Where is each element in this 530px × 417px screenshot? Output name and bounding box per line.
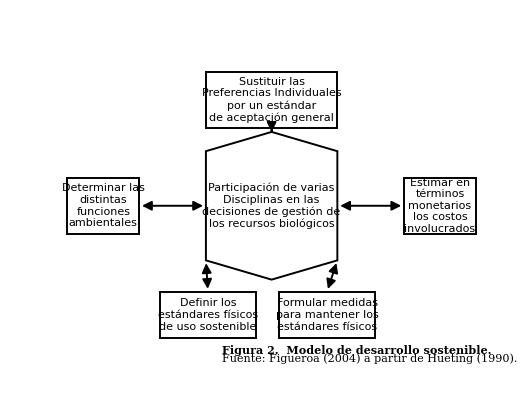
Bar [404, 178, 476, 234]
Bar [160, 291, 256, 338]
Polygon shape [206, 132, 338, 280]
Text: Figura 2.  Modelo de desarrollo sostenible.: Figura 2. Modelo de desarrollo sostenibl… [223, 345, 492, 356]
Text: Definir los
estándares físicos
de uso sostenible: Definir los estándares físicos de uso so… [158, 298, 258, 332]
Text: Determinar las
distintas
funciones
ambientales: Determinar las distintas funciones ambie… [62, 183, 145, 228]
Text: Participación de varias
Disciplinas en las
decisiones de gestión de
los recursos: Participación de varias Disciplinas en l… [202, 183, 341, 229]
Text: Estimar en
términos
monetarios
los costos
involucrados: Estimar en términos monetarios los costo… [404, 178, 475, 234]
Text: Fuente: Figueroa (2004) a partir de Hueting (1990).: Fuente: Figueroa (2004) a partir de Huet… [223, 354, 518, 364]
Text: Sustituir las
Preferencias Individuales
por un estándar
de aceptación general: Sustituir las Preferencias Individuales … [202, 77, 341, 123]
Bar [206, 72, 337, 128]
Bar [279, 291, 375, 338]
Bar [67, 178, 139, 234]
Text: Formular medidas
para mantener los
estándares físicos: Formular medidas para mantener los están… [276, 298, 378, 332]
